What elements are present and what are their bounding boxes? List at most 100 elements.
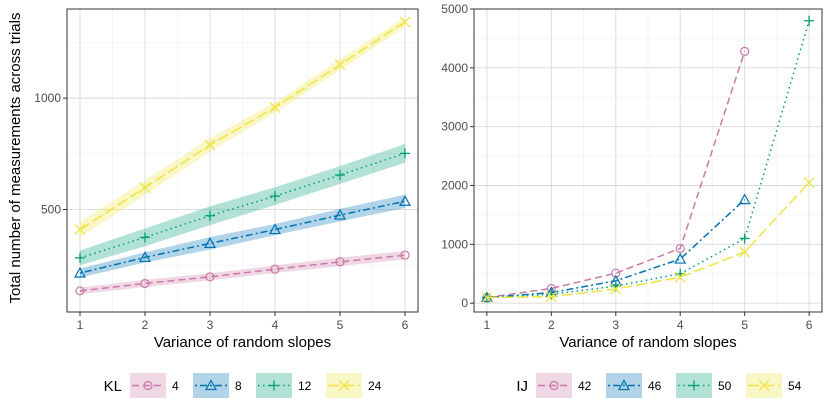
right-legend-item-50: 50: [676, 373, 732, 398]
left-legend-label-8: 8: [235, 379, 242, 393]
left-legend-title: KL: [104, 378, 122, 395]
right-series-line-46: [486, 199, 746, 299]
right-point-54: [481, 292, 493, 304]
right-y-tick-label: 0: [461, 296, 468, 310]
right-point-42: [675, 243, 685, 254]
right-point-50: [804, 15, 815, 26]
left-ribbon-4: [80, 250, 405, 295]
right-point-46: [738, 193, 751, 205]
left-legend-key-marker-4: [143, 380, 153, 391]
left-point-8: [138, 251, 152, 263]
right-series-line-50: [486, 20, 810, 299]
left-point-24: [204, 139, 216, 151]
right-x-tick-label: 5: [741, 318, 748, 332]
left-x-tick-label: 3: [207, 318, 214, 332]
left-legend-item-24: 24: [326, 373, 382, 398]
right-y-tick-label: 3000: [441, 120, 468, 134]
left-point-4: [270, 264, 280, 274]
left-legend: KL 4 8 12 24: [104, 373, 382, 398]
left-legend-item-8: 8: [193, 373, 242, 398]
left-point-24: [269, 102, 281, 113]
right-legend-label-54: 54: [788, 379, 802, 393]
left-point-12: [140, 232, 150, 243]
right-x-tick-label: 6: [806, 318, 813, 332]
right-series-line-42: [486, 51, 746, 299]
right-y-tick-label: 1000: [441, 237, 468, 251]
right-point-54: [739, 246, 751, 258]
left-legend-item-12: 12: [256, 373, 312, 398]
right-legend-item-54: 54: [746, 373, 802, 398]
left-x-tick-label: 6: [402, 318, 409, 332]
left-legend-label-24: 24: [368, 379, 382, 393]
right-x-tick-label: 1: [484, 318, 491, 332]
left-point-8: [398, 195, 412, 206]
left-point-8: [203, 237, 217, 248]
right-x-tick-label: 4: [677, 318, 684, 332]
left-x-tick-label: 5: [337, 318, 344, 332]
right-y-tick-label: 2000: [441, 179, 468, 193]
left-point-4: [400, 250, 410, 260]
right-x-tick-label: 2: [548, 318, 555, 332]
right-point-42: [740, 46, 750, 56]
right-point-50: [739, 233, 750, 244]
right-y-tick-label: 4000: [441, 61, 468, 75]
left-x-tick-label: 1: [77, 318, 84, 332]
left-legend-key-marker-12: [269, 380, 279, 391]
left-ribbon-12: [80, 144, 405, 266]
right-point-50: [546, 289, 557, 300]
right-legend-key-marker-46: [617, 379, 631, 391]
right-point-54: [610, 283, 622, 295]
left-point-8: [268, 223, 282, 235]
left-point-4: [205, 272, 215, 282]
left-point-4: [75, 286, 85, 296]
left-series-line-8: [79, 200, 406, 274]
right-panel-border: [473, 8, 823, 313]
right-x-tick-label: 3: [612, 318, 619, 332]
left-point-4: [140, 278, 150, 289]
right-x-axis-title: Variance of random slopes: [559, 334, 736, 351]
right-legend-label-42: 42: [578, 379, 592, 393]
left-legend-label-12: 12: [298, 379, 312, 393]
left-y-tick-label: 500: [41, 203, 61, 217]
left-series-line-12: [79, 152, 406, 259]
left-point-12: [75, 252, 85, 263]
left-ribbon-24: [80, 17, 405, 238]
left-x-tick-label: 4: [272, 318, 279, 332]
right-legend-item-42: 42: [536, 373, 592, 398]
left-x-tick-label: 2: [142, 318, 149, 332]
left-point-4: [335, 257, 345, 267]
left-point-12: [205, 210, 215, 221]
right-point-54: [803, 177, 815, 189]
left-point-24: [74, 224, 86, 236]
left-point-24: [334, 59, 346, 71]
left-panel-border: [66, 8, 419, 313]
right-legend-label-46: 46: [648, 379, 662, 393]
right-point-54: [545, 291, 557, 303]
right-legend-title: IJ: [516, 378, 528, 395]
left-legend-key-marker-24: [338, 380, 350, 391]
right-point-42: [611, 268, 621, 278]
left-legend-key-marker-8: [204, 379, 218, 391]
left-point-12: [400, 148, 410, 159]
right-legend-key-marker-42: [549, 380, 559, 391]
right-legend: IJ 42 46 50 54: [516, 373, 802, 398]
right-legend-key-marker-50: [689, 380, 699, 391]
left-y-tick-label: 1000: [34, 91, 61, 105]
left-point-24: [139, 182, 151, 194]
left-point-12: [270, 191, 280, 202]
right-point-46: [674, 252, 687, 264]
right-legend-item-46: 46: [606, 373, 662, 398]
left-point-8: [333, 208, 347, 220]
left-x-axis-title: Variance of random slopes: [154, 334, 331, 351]
right-legend-label-50: 50: [718, 379, 732, 393]
left-series-line-24: [79, 21, 406, 231]
left-point-24: [399, 16, 411, 28]
right-panel: 1 2 3 4 5 6 0 1000 2000 3000 4000 5000 Variance of r…: [441, 2, 823, 398]
left-legend-label-4: 4: [172, 379, 179, 393]
left-legend-item-4: 4: [130, 373, 179, 398]
right-legend-key-marker-54: [758, 380, 770, 391]
left-point-8: [73, 266, 87, 278]
right-series-line-54: [486, 182, 810, 299]
